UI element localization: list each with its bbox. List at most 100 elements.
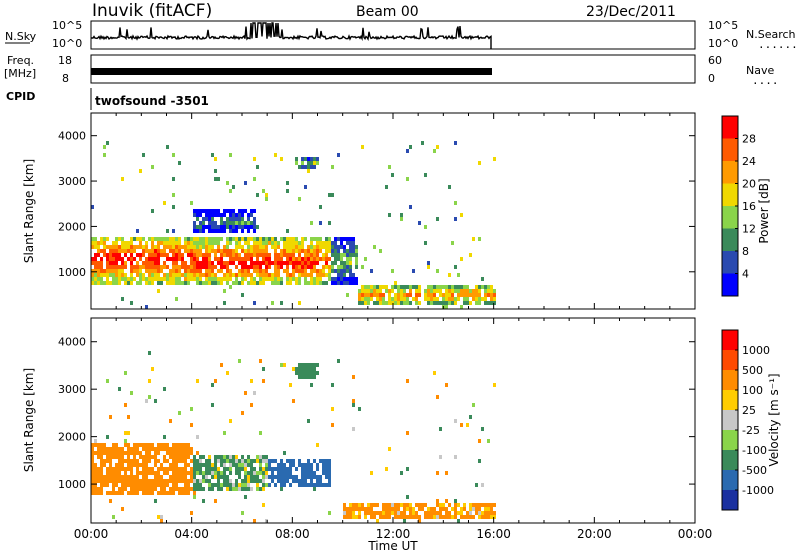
power-cells-cell <box>214 273 217 277</box>
power-cells-cell <box>133 277 136 281</box>
power-cells-cell <box>226 241 229 245</box>
vel-cells-cell <box>481 427 484 431</box>
power-cells-cell <box>136 273 139 277</box>
power-cells-cell <box>226 221 229 225</box>
vel-cells-cell <box>226 459 229 463</box>
power-cells-cell <box>355 277 358 281</box>
vel-cells-cell <box>244 487 247 491</box>
power-cells-cell <box>403 301 406 305</box>
power-cells-cell <box>247 225 250 229</box>
vel-cells-cell <box>154 451 157 455</box>
vel-cells-cell <box>190 447 193 451</box>
vel-cells-cell <box>202 479 205 483</box>
power-cells-cell <box>232 217 235 221</box>
power-cells-cell <box>115 241 118 245</box>
power-cells-cell <box>313 245 316 249</box>
vel-cells-cell <box>139 463 142 467</box>
power-cells-cell <box>346 249 349 253</box>
vel-cells-cell <box>316 363 319 367</box>
power-cells-cell <box>331 281 334 285</box>
vel-cells-cell <box>313 459 316 463</box>
power-cells-cell <box>94 253 97 257</box>
power-cells-cell <box>490 285 493 289</box>
vel-cells-cell <box>235 471 238 475</box>
vel-cells-cell <box>433 515 436 519</box>
power-cells-cell <box>478 301 481 305</box>
power-cells-cell <box>493 293 496 297</box>
velocity-heatmap <box>91 351 496 523</box>
vel-cells-cell <box>169 463 172 467</box>
power-cells-cell <box>337 253 340 257</box>
power-cells-cell <box>94 237 97 241</box>
vel-cells-cell <box>187 463 190 467</box>
nave-dots: .... <box>752 74 779 87</box>
vel-cells-cell <box>274 475 277 479</box>
vel-cells-cell <box>223 483 226 487</box>
vel-cells-cell <box>439 427 442 431</box>
vel-cells-cell <box>121 459 124 463</box>
power-cells-cell <box>265 257 268 261</box>
vel-cells-cell <box>196 451 199 455</box>
power-cells-cell <box>121 249 124 253</box>
vel-cells-cell <box>472 507 475 511</box>
vel-cells-cell <box>196 479 199 483</box>
power-cells-cell <box>301 261 304 265</box>
power-cells-cell <box>241 217 244 221</box>
power-cells-cell <box>175 277 178 281</box>
power-cells-cell <box>205 241 208 245</box>
vel-cells-cell <box>481 503 484 507</box>
power-cells-cell <box>103 153 106 157</box>
power-cells-cell <box>214 237 217 241</box>
power-cells-cell <box>460 213 463 217</box>
power-cells-cell <box>190 277 193 281</box>
power-cells-cell <box>211 273 214 277</box>
power-cells-cell <box>250 245 253 249</box>
vel-cells-cell <box>220 455 223 459</box>
power-cells-cell <box>304 157 307 161</box>
power-cells-cell <box>187 249 190 253</box>
power-cells-cell <box>193 249 196 253</box>
vel-cells-cell <box>322 463 325 467</box>
power-cells-cell <box>193 213 196 217</box>
power-cells-cell <box>460 293 463 297</box>
power-cells-cell <box>199 261 202 265</box>
vel-cells-cell <box>154 483 157 487</box>
power-cells-cell <box>295 261 298 265</box>
vel-cells-cell <box>106 435 109 439</box>
power-cells-cell <box>430 301 433 305</box>
vel-cells-cell <box>163 471 166 475</box>
power-cells-cell <box>226 237 229 241</box>
vel-cells-cell <box>259 467 262 471</box>
power-cells-cell <box>217 229 220 233</box>
power-cells-cell <box>313 165 316 169</box>
power-cells-cell <box>139 237 142 241</box>
power-cells-cell <box>157 261 160 265</box>
power-cells-cell <box>220 217 223 221</box>
power-cells-cell <box>430 297 433 301</box>
vel-cells-cell <box>307 463 310 467</box>
power-cells-cell <box>172 229 175 233</box>
vel-cells-cell <box>157 483 160 487</box>
power-cells-cell <box>442 301 445 305</box>
power-cells-cell <box>289 237 292 241</box>
vel-cells-cell <box>310 475 313 479</box>
power-cells-cell <box>256 253 259 257</box>
vel-cells-cell <box>178 491 181 495</box>
vel-cells-cell <box>286 459 289 463</box>
power-cells-cell <box>400 217 403 221</box>
power-cells-cell <box>340 261 343 265</box>
power-cells-cell <box>250 209 253 213</box>
power-cells-cell <box>307 273 310 277</box>
power-cells-cell <box>109 249 112 253</box>
vel-cells-cell <box>409 515 412 519</box>
power-cells-cell <box>166 241 169 245</box>
power-cells-cell <box>385 289 388 293</box>
power-cells-cell <box>313 269 316 273</box>
vel-cells-cell <box>193 467 196 471</box>
power-cells-cell <box>256 237 259 241</box>
power-cells-cell <box>322 265 325 269</box>
power-cells-cell <box>175 249 178 253</box>
power-cells-cell <box>337 277 340 281</box>
vel-cells-cell <box>403 507 406 511</box>
power-cells-cell <box>127 277 130 281</box>
